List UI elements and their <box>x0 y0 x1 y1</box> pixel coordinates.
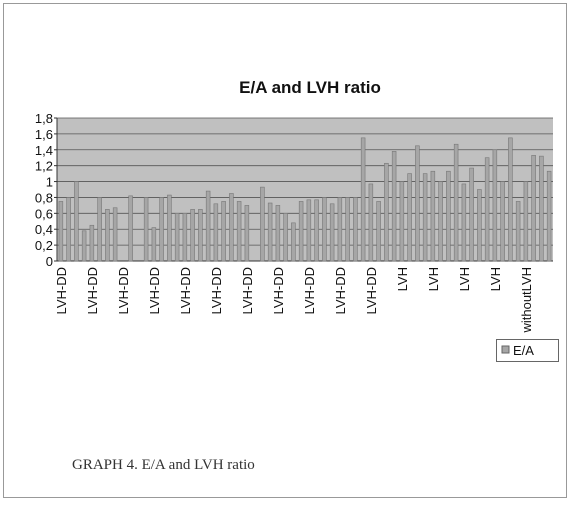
bar <box>546 170 552 262</box>
bar <box>244 205 250 262</box>
bar <box>446 170 451 262</box>
bar <box>105 209 110 262</box>
x-tick-label: LVH <box>395 267 410 291</box>
bar <box>260 186 265 262</box>
bar <box>376 201 381 262</box>
y-tick-label: 0,2 <box>35 238 53 253</box>
y-tick-label: 0,4 <box>35 222 53 237</box>
x-tick-label: LVH-DD <box>209 267 224 314</box>
bar <box>81 230 87 262</box>
y-tick-label: 0,8 <box>35 190 53 205</box>
bar <box>97 197 102 262</box>
bar <box>306 199 312 262</box>
bar <box>167 194 172 262</box>
x-tick-label: LVH-DD <box>178 267 193 314</box>
caption: GRAPH 4. E/A and LVH ratio <box>72 457 255 473</box>
x-tick-label: LVH-DD <box>364 267 379 314</box>
bar <box>469 167 474 262</box>
bar <box>314 199 319 262</box>
bar <box>128 195 133 262</box>
x-tick-label: LVH <box>426 267 441 291</box>
bar <box>182 213 188 262</box>
x-tick-label: LVH <box>457 267 472 291</box>
legend <box>496 339 559 362</box>
x-tick-label: withoutLVH <box>519 267 534 334</box>
x-tick-label: LVH-DD <box>147 267 162 314</box>
bar <box>500 181 505 262</box>
bar <box>143 197 149 262</box>
bar <box>407 173 412 262</box>
bar <box>74 181 79 262</box>
bar <box>353 197 358 262</box>
bar <box>236 201 242 262</box>
bar <box>523 181 529 262</box>
bar <box>515 201 521 262</box>
bar <box>221 201 226 262</box>
y-tick-label: 1,4 <box>35 143 53 158</box>
bar <box>477 189 482 262</box>
x-tick-label: LVH <box>488 267 503 291</box>
bar <box>453 143 459 262</box>
bar <box>205 190 211 262</box>
bar <box>298 201 304 262</box>
legend-label: E/A <box>513 343 534 358</box>
bar <box>213 203 219 262</box>
bar <box>283 213 288 262</box>
bar <box>360 137 366 262</box>
legend-swatch <box>501 345 510 354</box>
bar <box>484 157 490 262</box>
bar <box>329 203 335 262</box>
x-tick-label: LVH-DD <box>271 267 286 314</box>
bar <box>430 170 436 262</box>
bar <box>66 197 71 262</box>
x-tick-label: LVH-DD <box>54 267 69 314</box>
bar <box>539 155 544 262</box>
bar <box>291 222 296 262</box>
bar <box>337 197 343 262</box>
y-tick-label: 1 <box>46 175 53 190</box>
bar <box>112 207 118 262</box>
chart-title: E/A and LVH ratio <box>239 78 381 97</box>
bar <box>399 181 405 262</box>
y-tick-label: 1,2 <box>35 159 53 174</box>
bar <box>267 202 273 262</box>
bar <box>492 149 498 262</box>
bar <box>422 173 428 262</box>
bar <box>229 193 234 262</box>
bar <box>174 213 180 262</box>
bar <box>384 162 389 262</box>
x-tick-label: LVH-DD <box>302 267 317 314</box>
bar <box>190 209 195 262</box>
bar <box>275 205 281 262</box>
bar <box>345 197 350 262</box>
bar <box>89 224 95 262</box>
bar <box>415 145 420 262</box>
x-tick-label: LVH-DD <box>240 267 255 314</box>
y-tick-label: 0,6 <box>35 206 53 221</box>
bar <box>159 197 164 262</box>
y-tick-label: 1,6 <box>35 127 53 142</box>
bar <box>58 201 64 262</box>
x-tick-label: LVH-DD <box>85 267 100 314</box>
bar <box>438 181 443 262</box>
bar <box>508 137 513 262</box>
bar <box>151 227 157 262</box>
x-tick-label: LVH-DD <box>116 267 131 314</box>
bar <box>198 209 203 262</box>
bar <box>391 151 397 262</box>
bar <box>461 183 467 262</box>
bar <box>322 197 327 262</box>
bar <box>531 155 536 262</box>
x-tick-label: LVH-DD <box>333 267 348 314</box>
bar <box>368 183 374 262</box>
y-tick-label: 0 <box>46 254 53 269</box>
y-tick-label: 1,8 <box>35 111 53 126</box>
